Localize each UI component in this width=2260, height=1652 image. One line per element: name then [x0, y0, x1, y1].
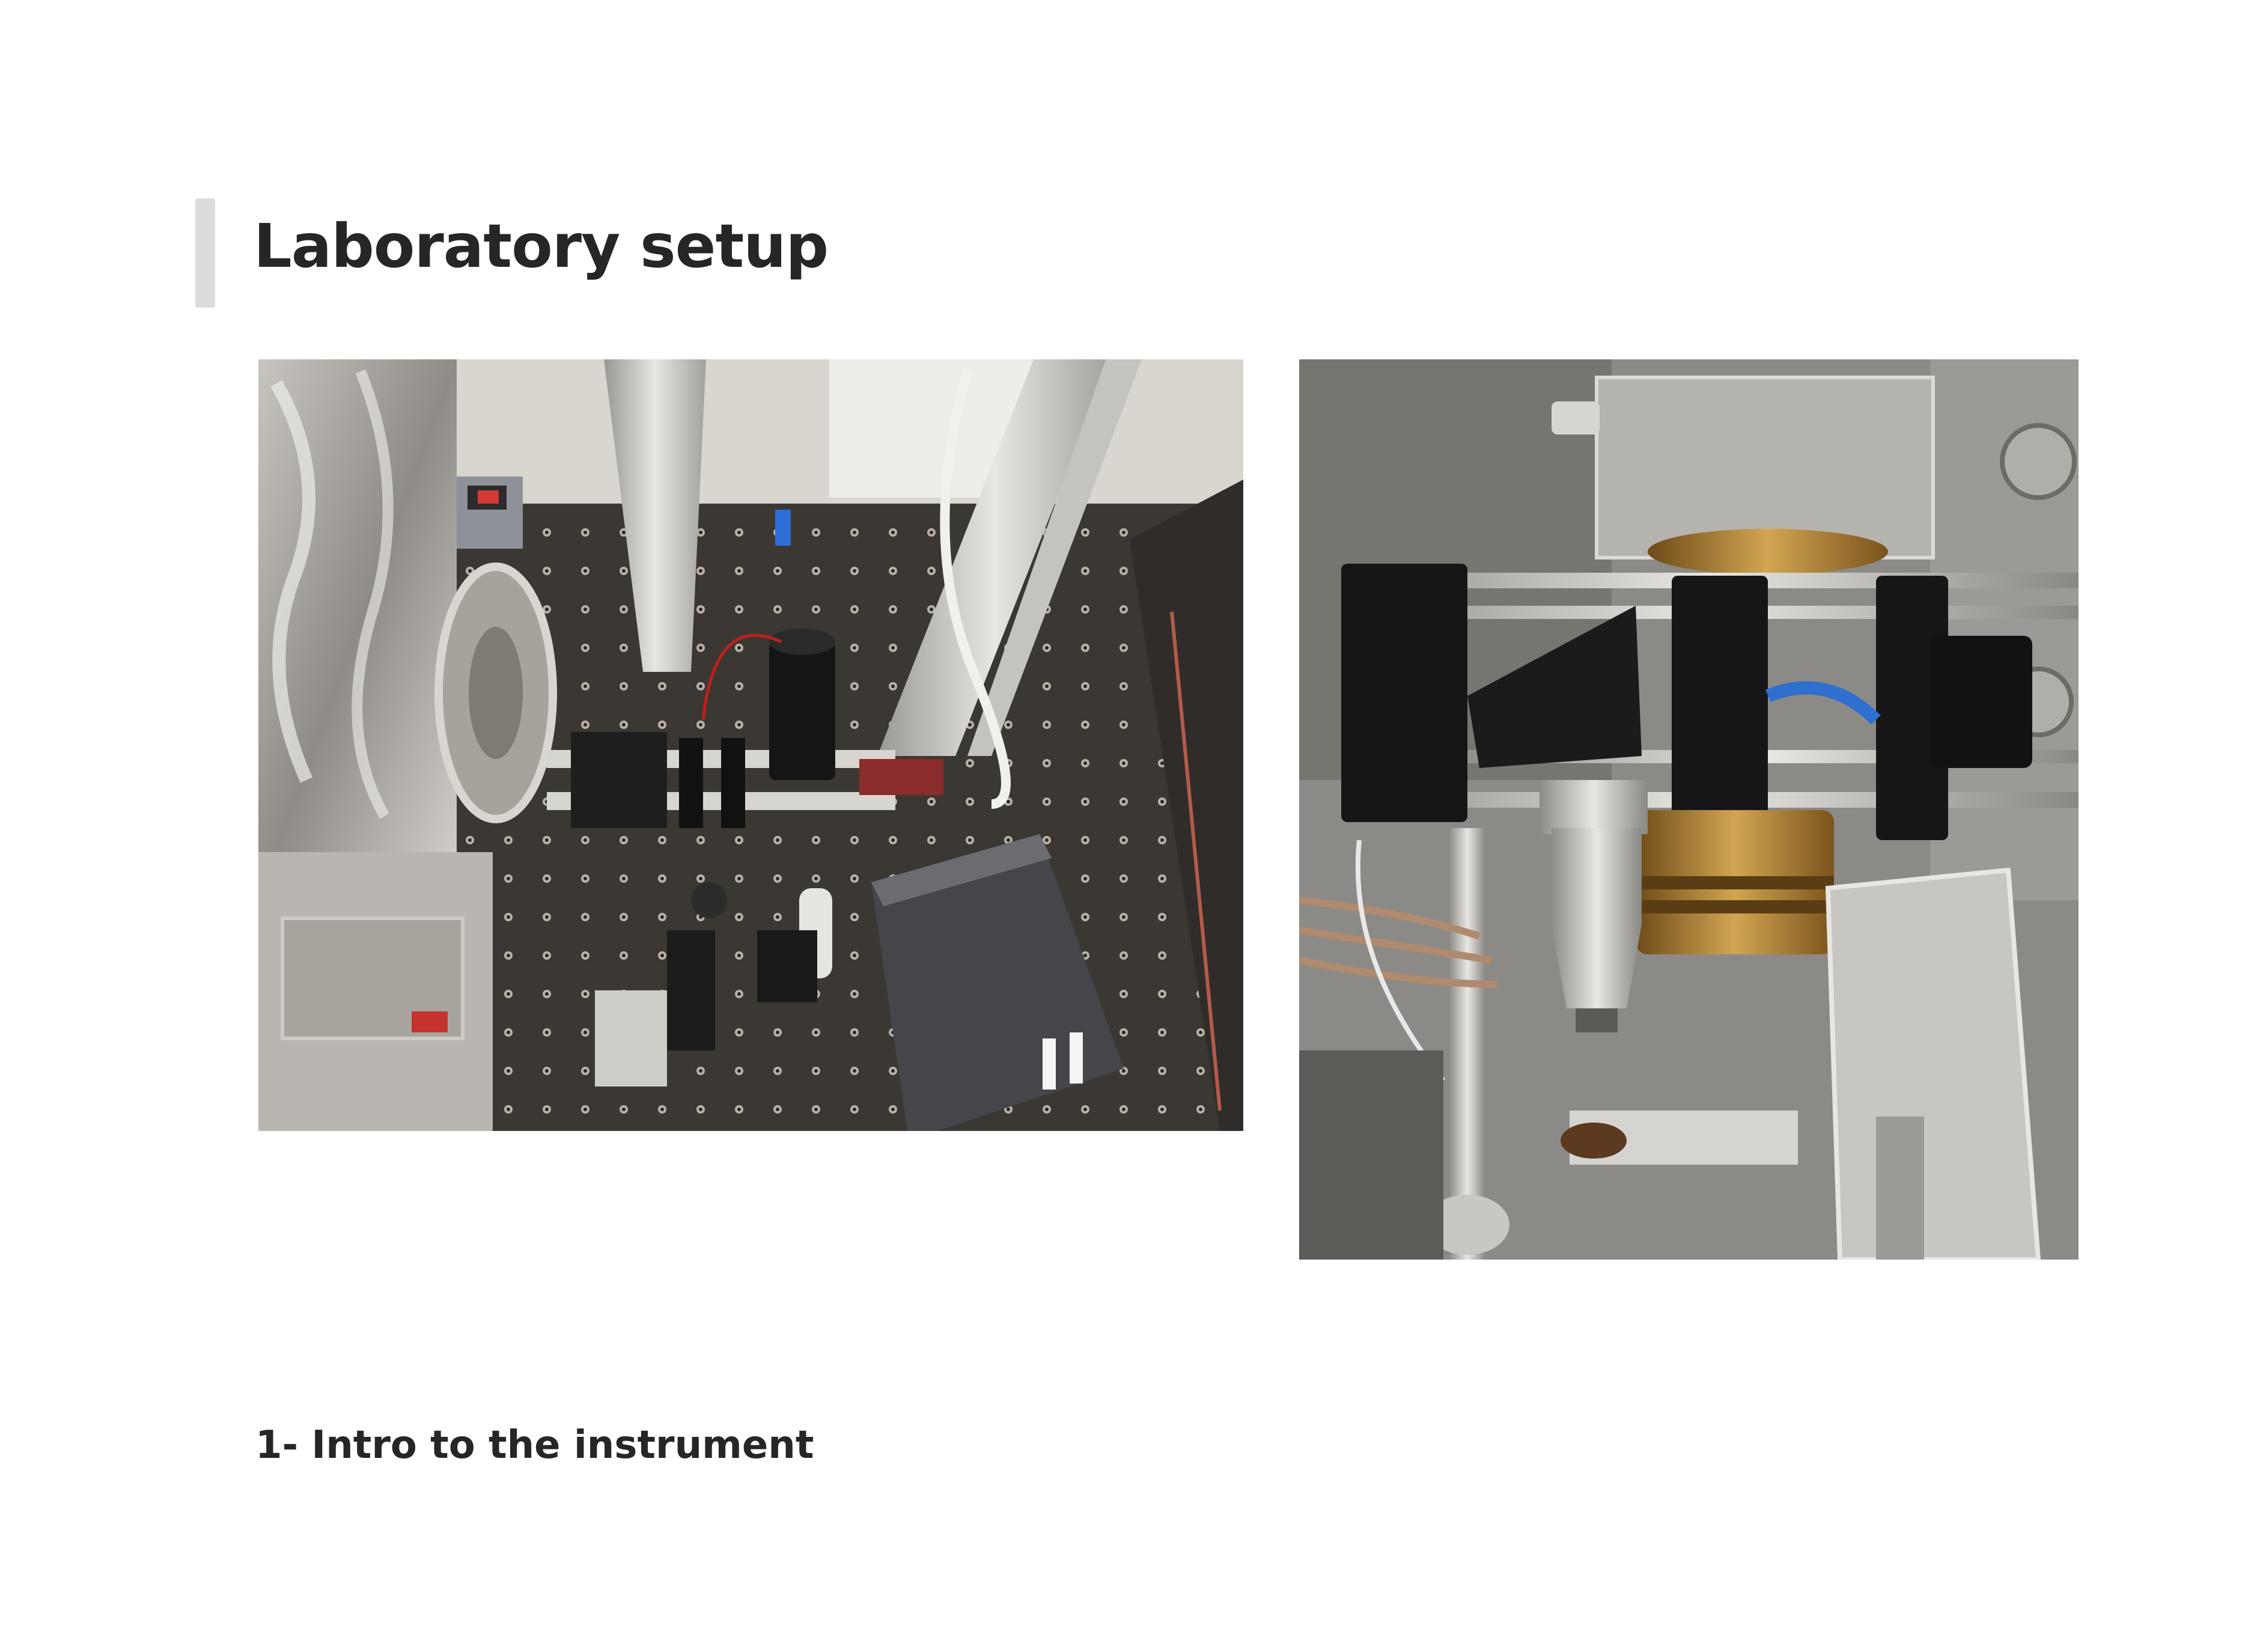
optical-table-photo: [258, 359, 1243, 1131]
title-accent-bar: [195, 198, 215, 308]
page-title: Laboratory setup: [254, 211, 829, 281]
vacuum-chamber-photo: [1299, 359, 2079, 1260]
section-caption: 1- Intro to the instrument: [255, 1423, 814, 1468]
